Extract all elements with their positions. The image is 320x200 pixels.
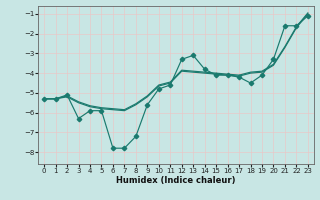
- X-axis label: Humidex (Indice chaleur): Humidex (Indice chaleur): [116, 176, 236, 185]
